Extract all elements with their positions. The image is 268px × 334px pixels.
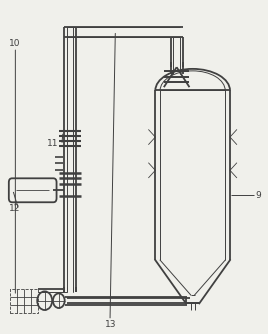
Text: 12: 12 [9,204,20,213]
Text: 13: 13 [105,321,116,329]
Text: 11: 11 [47,139,59,148]
Bar [10,289,38,313]
Text: 9: 9 [255,191,261,200]
Text: 10: 10 [9,39,20,48]
